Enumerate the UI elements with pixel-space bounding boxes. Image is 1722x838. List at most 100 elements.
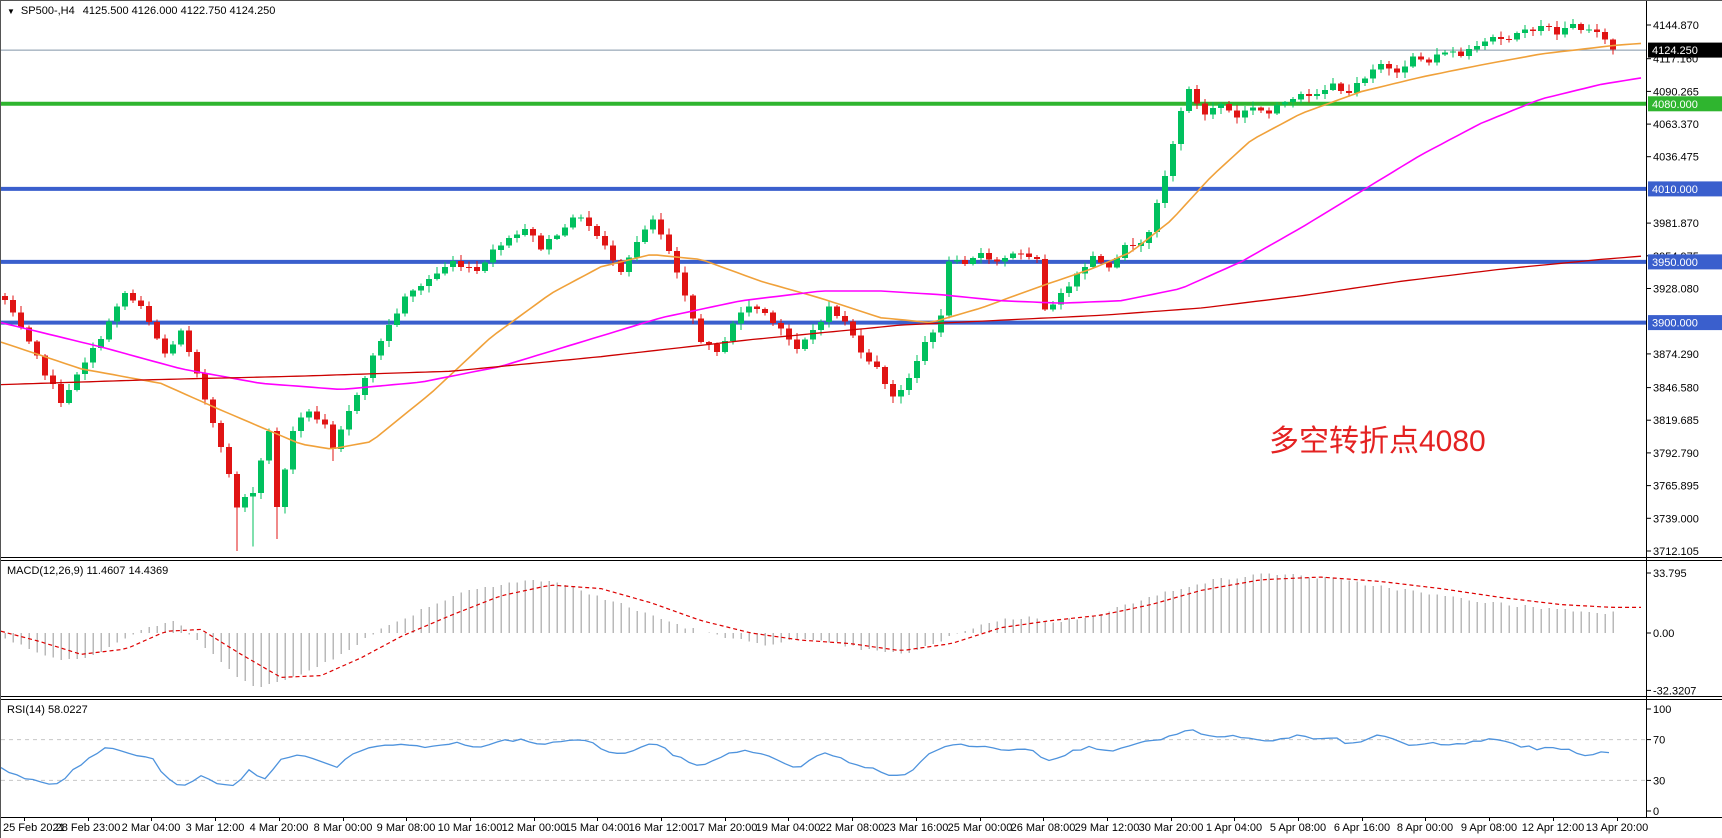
x-axis-tick (406, 818, 407, 821)
x-axis-label: 8 Apr 00:00 (1396, 822, 1454, 834)
x-axis-tick (1171, 818, 1172, 821)
x-axis-label: 8 Mar 00:00 (313, 822, 373, 834)
rsi-axis-labels: 100 70 30 0 (1646, 704, 1671, 817)
candles-group (2, 18, 1616, 552)
x-axis-tick (1425, 818, 1426, 821)
x-axis-label: 28 Feb 23:00 (55, 822, 121, 834)
svg-text:3739.000: 3739.000 (1653, 513, 1699, 525)
svg-text:4144.870: 4144.870 (1653, 20, 1699, 32)
x-axis-label: 13 Apr 20:00 (1585, 822, 1649, 834)
macd-panel-canvas[interactable]: 33.795 0.00 -32.3207 (1, 561, 1722, 696)
price-axis-boxed-labels: 4124.250 4080.000 4010.000 3950.000 3900.000 (1648, 42, 1722, 331)
time-axis[interactable]: 25 Feb 2021 28 Feb 23:00 2 Mar 04:00 3 Mar … (1, 818, 1722, 838)
x-axis-tick (1489, 818, 1490, 821)
svg-text:30: 30 (1653, 775, 1665, 787)
x-axis-tick (788, 818, 789, 821)
panel-separator[interactable] (1, 557, 1722, 558)
x-axis-tick (661, 818, 662, 821)
x-axis-label: 26 Mar 08:00 (1010, 822, 1076, 834)
svg-text:4117.160: 4117.160 (1653, 54, 1698, 66)
symbol-title: SP500-,H4 (20, 5, 75, 17)
macd-signal-line (1, 576, 1641, 679)
panel-separator[interactable] (1, 696, 1722, 697)
ma-mid-magenta (1, 77, 1642, 391)
x-axis-label: 1 Apr 04:00 (1205, 822, 1263, 834)
svg-text:3792.790: 3792.790 (1653, 448, 1699, 460)
x-axis-label: 10 Mar 16:00 (437, 822, 503, 834)
x-axis-tick (470, 818, 471, 821)
x-axis-tick (534, 818, 535, 821)
x-axis-tick (1362, 818, 1363, 821)
ma-fast-orange (1, 42, 1642, 450)
x-axis-label: 29 Mar 12:00 (1074, 822, 1140, 834)
x-axis-tick (1107, 818, 1108, 821)
x-axis-tick (1553, 818, 1554, 821)
x-axis-label: 3 Mar 12:00 (185, 822, 245, 834)
x-axis-tick (1234, 818, 1235, 821)
x-axis-label: 22 Mar 08:00 (819, 822, 885, 834)
svg-text:3846.580: 3846.580 (1653, 383, 1699, 395)
svg-text:100: 100 (1653, 704, 1671, 716)
x-axis-tick (279, 818, 280, 821)
x-axis-label: 23 Mar 16:00 (883, 822, 949, 834)
x-axis-tick (597, 818, 598, 821)
svg-text:3981.870: 3981.870 (1653, 218, 1699, 230)
panel-separator[interactable] (1, 560, 1722, 561)
svg-text:4090.265: 4090.265 (1653, 86, 1699, 98)
x-axis-label: 19 Mar 04:00 (755, 822, 821, 834)
x-axis-tick (343, 818, 344, 821)
symbol-header: ▼ SP500-,H4 4125.500 4126.000 4122.750 412… (7, 5, 275, 17)
svg-text:3712.105: 3712.105 (1653, 546, 1699, 557)
macd-indicator-label: MACD(12,26,9) 11.4607 14.4369 (7, 565, 169, 577)
svg-text:3900.000: 3900.000 (1652, 318, 1698, 330)
x-axis-label: 15 Mar 04:00 (564, 822, 630, 834)
svg-text:0: 0 (1653, 806, 1659, 817)
x-axis-label: 25 Mar 00:00 (947, 822, 1013, 834)
svg-text:3819.685: 3819.685 (1653, 415, 1699, 427)
x-axis-label: 17 Mar 20:00 (692, 822, 758, 834)
price-axis-line (1646, 1, 1647, 817)
svg-text:4063.370: 4063.370 (1653, 119, 1699, 131)
x-axis-tick (916, 818, 917, 821)
x-axis-tick (980, 818, 981, 821)
x-axis-label: 30 Mar 20:00 (1138, 822, 1204, 834)
x-axis-tick (1617, 818, 1618, 821)
panel-separator[interactable] (1, 699, 1722, 700)
time-axis-line (1, 817, 1722, 818)
x-axis-label: 25 Feb 2021 (3, 822, 65, 834)
x-axis-tick (1043, 818, 1044, 821)
svg-text:70: 70 (1653, 735, 1665, 747)
symbol-dropdown-icon[interactable]: ▼ (7, 7, 15, 16)
x-axis-label: 9 Mar 08:00 (376, 822, 436, 834)
annotation-text: 多空转折点4080 (1269, 425, 1486, 458)
x-axis-tick (215, 818, 216, 821)
svg-text:3950.000: 3950.000 (1652, 257, 1698, 269)
svg-text:33.795: 33.795 (1653, 568, 1687, 580)
macd-histogram (4, 573, 1614, 687)
rsi-panel-canvas[interactable]: 100 70 30 0 (1, 700, 1722, 817)
x-axis-label: 16 Mar 12:00 (628, 822, 694, 834)
x-axis-tick (151, 818, 152, 821)
svg-text:3765.895: 3765.895 (1653, 481, 1699, 493)
header-ohlc-values: 4125.500 4126.000 4122.750 4124.250 (82, 5, 276, 17)
ma-slow-red (1, 255, 1642, 386)
macd-axis-labels: 33.795 0.00 -32.3207 (1646, 568, 1696, 696)
x-axis-label: 4 Mar 20:00 (249, 822, 309, 834)
x-axis-label: 9 Apr 08:00 (1460, 822, 1518, 834)
x-axis-tick (852, 818, 853, 821)
svg-text:3928.080: 3928.080 (1653, 284, 1699, 296)
svg-text:4010.000: 4010.000 (1652, 184, 1698, 196)
x-axis-tick (88, 818, 89, 821)
x-axis-label: 2 Mar 04:00 (121, 822, 181, 834)
svg-text:4080.000: 4080.000 (1652, 99, 1698, 111)
x-axis-tick (1298, 818, 1299, 821)
x-axis-tick (725, 818, 726, 821)
price-chart-canvas[interactable]: 4144.870 4117.160 4090.265 4063.370 4036.475… (1, 1, 1722, 557)
rsi-line (1, 729, 1610, 787)
x-axis-tick (24, 818, 25, 821)
rsi-indicator-label: RSI(14) 58.0227 (7, 704, 88, 716)
svg-text:4036.475: 4036.475 (1653, 152, 1699, 164)
x-axis-label: 5 Apr 08:00 (1269, 822, 1327, 834)
svg-text:4124.250: 4124.250 (1652, 45, 1698, 57)
